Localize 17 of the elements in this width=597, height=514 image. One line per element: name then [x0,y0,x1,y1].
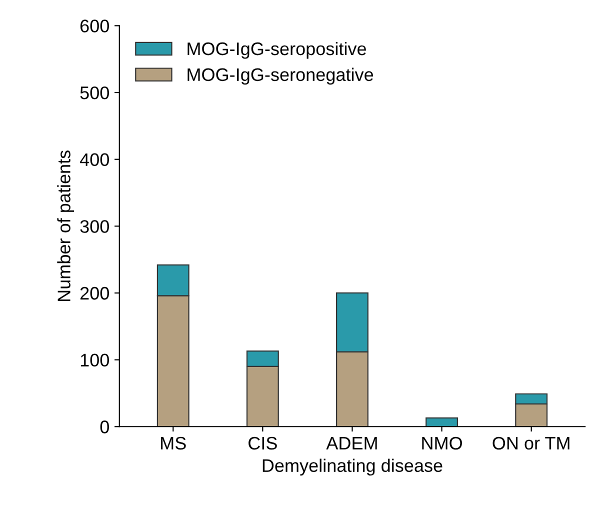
y-tick-label: 500 [80,86,109,100]
x-tick-label: MS [161,436,186,450]
y-tick-label: 100 [80,354,109,367]
y-tick-label: 300 [80,220,109,233]
y-tick-label: 400 [80,153,109,166]
bar [426,417,458,427]
legend-label: MOG-IgG-seropositive [188,42,366,59]
legend-label: MOG-IgG-seronegative [188,68,374,85]
y-tick-label: 600 [80,20,109,32]
x-axis-title: Demyelinating disease [262,458,442,476]
y-axis-title: Number of patients [57,150,74,301]
y-tick-label: 0 [100,420,109,434]
x-tick-label: ON or TM [492,436,570,450]
x-tick-label: NMO [422,436,462,450]
x-tick-label: ADEM [326,437,377,450]
x-tick-label: CIS [248,436,277,450]
y-tick-label: 200 [80,286,109,300]
